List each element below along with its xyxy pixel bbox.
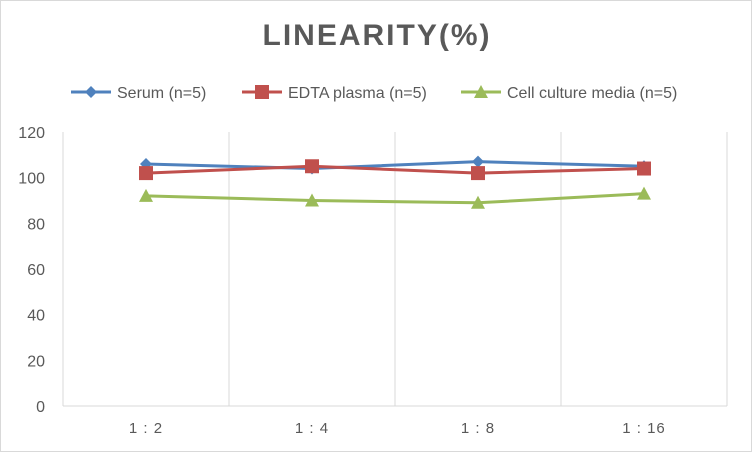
data-point — [305, 193, 319, 207]
x-tick-label: 1 : 2 — [129, 420, 163, 437]
y-tick-label: 60 — [27, 262, 45, 279]
data-point — [637, 161, 651, 176]
y-tick-label: 20 — [27, 353, 45, 370]
legend-label: Cell culture media (n=5) — [507, 85, 677, 102]
data-point — [305, 159, 319, 174]
y-tick-label: 120 — [18, 125, 45, 142]
legend-label: EDTA plasma (n=5) — [288, 85, 427, 102]
series-line — [145, 164, 645, 175]
y-tick-label: 0 — [36, 399, 45, 416]
data-point — [472, 155, 484, 168]
legend-label: Serum (n=5) — [117, 85, 206, 102]
data-point — [637, 186, 651, 200]
series-line — [145, 160, 645, 171]
y-tick-label: 80 — [27, 216, 45, 233]
x-tick-label: 1 : 8 — [461, 420, 495, 437]
legend-marker — [474, 85, 488, 98]
data-point — [471, 166, 485, 181]
y-tick-label: 40 — [27, 308, 45, 325]
series-line — [145, 192, 645, 205]
legend-marker — [255, 85, 269, 99]
x-tick-label: 1 : 16 — [622, 420, 666, 437]
chart-title: LINEARITY(%) — [262, 19, 492, 52]
y-tick-label: 100 — [18, 171, 45, 188]
x-tick-label: 1 : 4 — [295, 420, 329, 437]
legend-marker — [85, 86, 97, 98]
data-point — [139, 188, 153, 202]
data-point — [139, 166, 153, 181]
data-point — [471, 195, 485, 209]
